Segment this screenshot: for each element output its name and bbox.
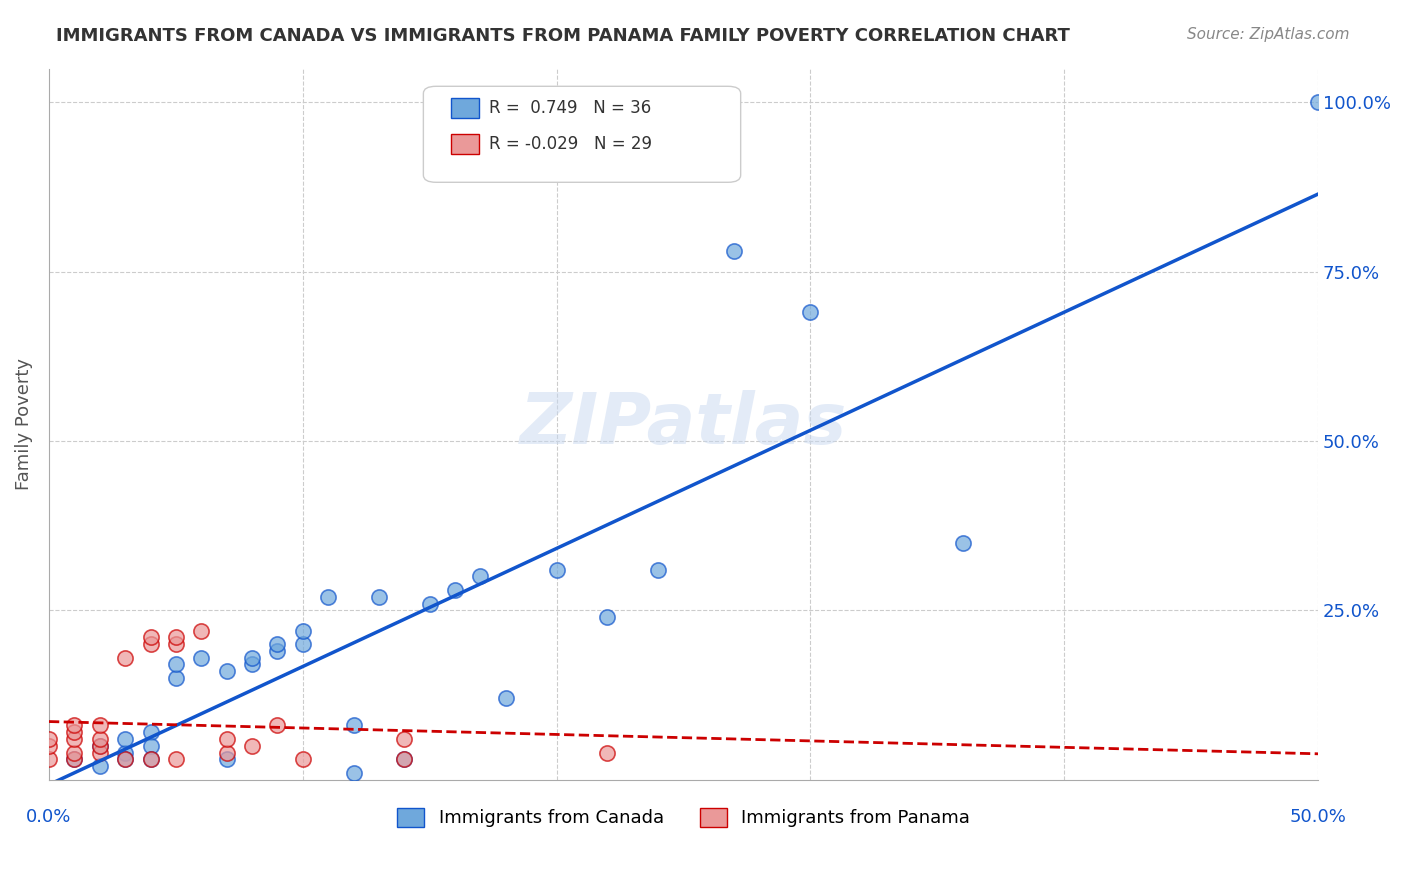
Point bbox=[114, 752, 136, 766]
Point bbox=[89, 746, 111, 760]
Point bbox=[240, 739, 263, 753]
Point bbox=[799, 305, 821, 319]
Point bbox=[139, 637, 162, 651]
Point bbox=[63, 746, 86, 760]
Point bbox=[89, 718, 111, 732]
Point bbox=[266, 718, 288, 732]
Point bbox=[165, 671, 187, 685]
Point bbox=[394, 752, 416, 766]
Point bbox=[89, 731, 111, 746]
Point bbox=[470, 569, 492, 583]
Point bbox=[291, 637, 314, 651]
Text: 50.0%: 50.0% bbox=[1289, 808, 1347, 826]
Point bbox=[495, 691, 517, 706]
Legend: Immigrants from Canada, Immigrants from Panama: Immigrants from Canada, Immigrants from … bbox=[389, 801, 977, 835]
Text: IMMIGRANTS FROM CANADA VS IMMIGRANTS FROM PANAMA FAMILY POVERTY CORRELATION CHAR: IMMIGRANTS FROM CANADA VS IMMIGRANTS FRO… bbox=[56, 27, 1070, 45]
Point bbox=[291, 752, 314, 766]
Point bbox=[38, 739, 60, 753]
Point bbox=[266, 644, 288, 658]
Point bbox=[165, 752, 187, 766]
Point bbox=[165, 631, 187, 645]
Point bbox=[63, 725, 86, 739]
Point bbox=[546, 563, 568, 577]
Point bbox=[139, 752, 162, 766]
Point bbox=[419, 597, 441, 611]
Point bbox=[723, 244, 745, 259]
Point bbox=[190, 624, 212, 638]
Bar bbox=[451, 134, 479, 153]
Text: ZIPatlas: ZIPatlas bbox=[520, 390, 848, 458]
Point bbox=[394, 752, 416, 766]
Point bbox=[215, 752, 238, 766]
Point bbox=[444, 582, 467, 597]
Point bbox=[38, 752, 60, 766]
Point bbox=[89, 739, 111, 753]
Point bbox=[368, 590, 391, 604]
Point bbox=[394, 731, 416, 746]
Point bbox=[190, 650, 212, 665]
Point bbox=[114, 650, 136, 665]
Point bbox=[165, 657, 187, 672]
Point bbox=[63, 731, 86, 746]
FancyBboxPatch shape bbox=[423, 87, 741, 182]
Point bbox=[89, 759, 111, 773]
Point bbox=[63, 752, 86, 766]
Point bbox=[266, 637, 288, 651]
Point bbox=[952, 535, 974, 549]
Point bbox=[139, 752, 162, 766]
Point bbox=[139, 725, 162, 739]
Point bbox=[165, 637, 187, 651]
Point bbox=[291, 624, 314, 638]
Point bbox=[139, 739, 162, 753]
Point bbox=[316, 590, 339, 604]
Point bbox=[1308, 95, 1330, 110]
Point bbox=[240, 650, 263, 665]
Point bbox=[240, 657, 263, 672]
Point bbox=[342, 765, 364, 780]
Point bbox=[215, 731, 238, 746]
Point bbox=[342, 718, 364, 732]
Point bbox=[647, 563, 669, 577]
Point bbox=[596, 746, 619, 760]
Point bbox=[596, 610, 619, 624]
Point bbox=[63, 752, 86, 766]
Point bbox=[215, 665, 238, 679]
Point bbox=[114, 731, 136, 746]
Point bbox=[114, 752, 136, 766]
Y-axis label: Family Poverty: Family Poverty bbox=[15, 358, 32, 490]
Point bbox=[114, 746, 136, 760]
Point bbox=[63, 718, 86, 732]
Text: R = -0.029   N = 29: R = -0.029 N = 29 bbox=[489, 135, 652, 153]
Point bbox=[89, 739, 111, 753]
Point bbox=[38, 731, 60, 746]
Bar bbox=[451, 98, 479, 119]
Text: 0.0%: 0.0% bbox=[27, 808, 72, 826]
Point bbox=[215, 746, 238, 760]
Point bbox=[139, 631, 162, 645]
Text: R =  0.749   N = 36: R = 0.749 N = 36 bbox=[489, 99, 651, 118]
Text: Source: ZipAtlas.com: Source: ZipAtlas.com bbox=[1187, 27, 1350, 42]
